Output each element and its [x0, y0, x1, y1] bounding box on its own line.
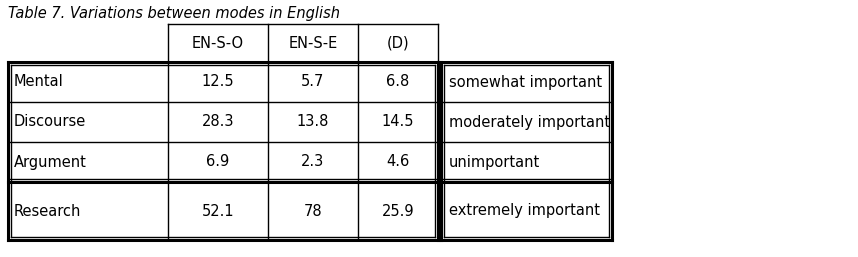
Text: somewhat important: somewhat important	[449, 75, 602, 89]
Text: 13.8: 13.8	[297, 115, 329, 130]
Text: 2.3: 2.3	[301, 154, 324, 170]
Text: 78: 78	[304, 204, 323, 218]
Text: Discourse: Discourse	[14, 115, 87, 130]
Text: 4.6: 4.6	[386, 154, 409, 170]
Text: 14.5: 14.5	[382, 115, 414, 130]
Text: 25.9: 25.9	[382, 204, 414, 218]
Text: Mental: Mental	[14, 75, 63, 89]
Text: 28.3: 28.3	[202, 115, 234, 130]
Text: 6.8: 6.8	[386, 75, 409, 89]
Text: 52.1: 52.1	[202, 204, 234, 218]
Text: extremely important: extremely important	[449, 204, 600, 218]
Text: EN-S-O: EN-S-O	[192, 35, 244, 50]
Text: Table 7. Variations between modes in English: Table 7. Variations between modes in Eng…	[8, 6, 340, 21]
Text: 6.9: 6.9	[207, 154, 230, 170]
Text: moderately important: moderately important	[449, 115, 610, 130]
Text: 12.5: 12.5	[202, 75, 234, 89]
Text: unimportant: unimportant	[449, 154, 541, 170]
Text: (D): (D)	[387, 35, 409, 50]
Text: Argument: Argument	[14, 154, 87, 170]
Text: EN-S-E: EN-S-E	[288, 35, 338, 50]
Text: Research: Research	[14, 204, 82, 218]
Text: 5.7: 5.7	[301, 75, 324, 89]
